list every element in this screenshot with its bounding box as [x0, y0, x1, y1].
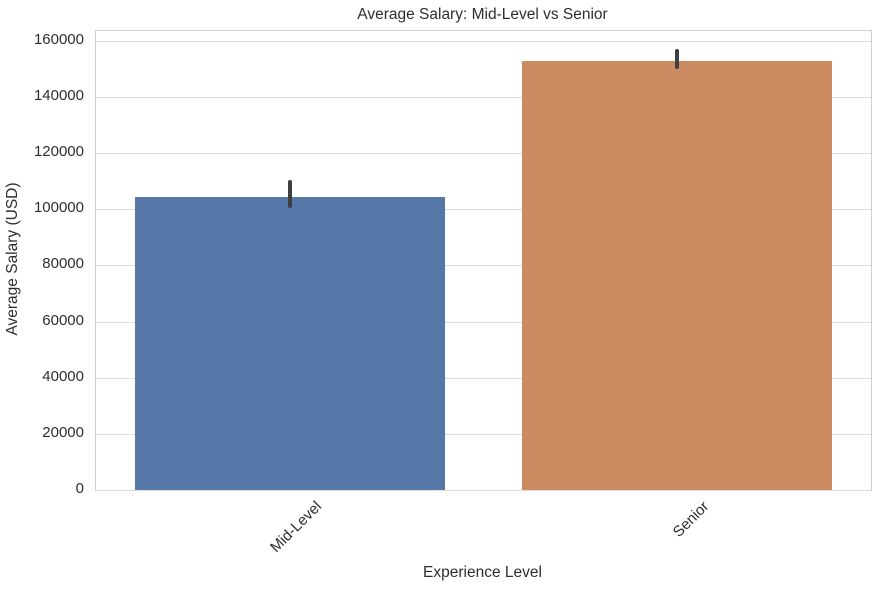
- plot-area: [95, 30, 872, 491]
- error-bar: [287, 179, 292, 208]
- error-bar: [675, 49, 680, 69]
- y-tick-label: 140000: [33, 87, 84, 104]
- y-tick-label: 100000: [33, 199, 84, 217]
- gridline: [96, 265, 871, 267]
- gridline: [96, 153, 871, 155]
- bar-senior: [522, 60, 833, 490]
- y-tick-label: 80000: [42, 255, 84, 273]
- gridline: [96, 209, 871, 211]
- y-tick-label: 0: [75, 480, 84, 497]
- gridline: [96, 377, 871, 379]
- gridline: [96, 433, 871, 435]
- y-tick-label: 60000: [42, 311, 84, 329]
- gridline: [96, 97, 871, 98]
- gridline: [96, 490, 871, 491]
- gridline: [96, 40, 871, 42]
- y-tick-label: 40000: [42, 367, 84, 385]
- y-tick-label: 160000: [33, 30, 84, 48]
- chart-title: Average Salary: Mid-Level vs Senior: [357, 6, 608, 23]
- y-tick-label: 120000: [33, 143, 84, 161]
- y-tick-label: 20000: [42, 423, 84, 441]
- x-axis-label: Experience Level: [423, 564, 542, 581]
- gridline: [96, 321, 871, 323]
- bar-mid-level: [134, 196, 445, 490]
